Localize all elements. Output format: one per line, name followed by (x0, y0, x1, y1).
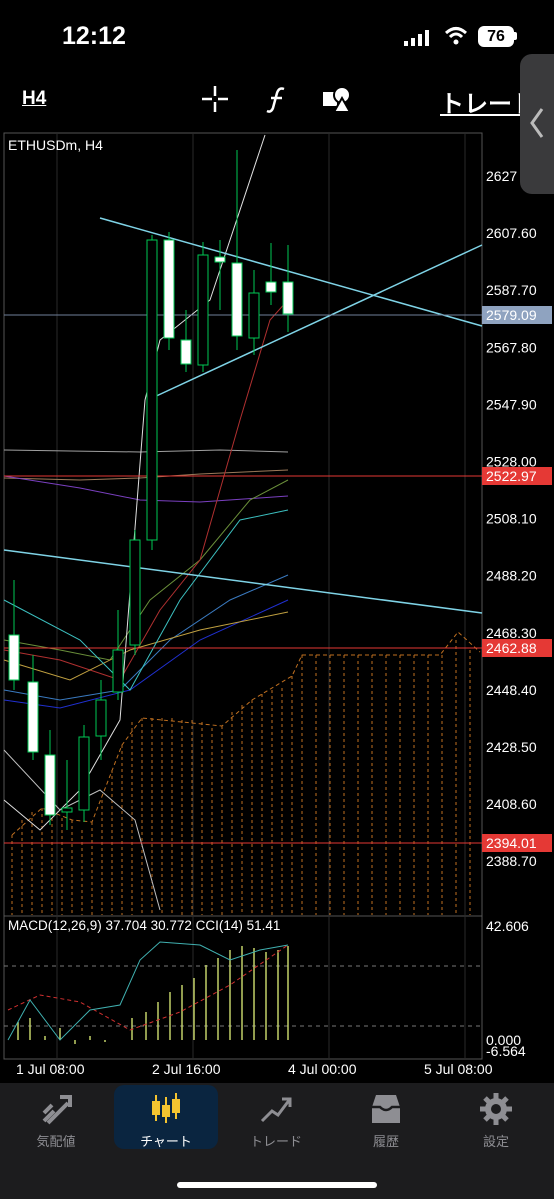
price-tick-label: 2468.30 (486, 625, 537, 641)
history-icon (372, 1095, 400, 1123)
price-tag-label: 2462.88 (486, 640, 537, 656)
price-tick-label: 2448.40 (486, 682, 537, 698)
price-tag-label: 2522.97 (486, 468, 537, 484)
candle-body (163, 239, 175, 339)
candle-body (129, 539, 141, 646)
price-tick-label: 2587.70 (486, 282, 537, 298)
price-tick-label: 2567.80 (486, 339, 537, 355)
price-tick-label: 2488.20 (486, 568, 537, 584)
shapes-icon[interactable] (320, 84, 354, 114)
macd-histogram (17, 946, 289, 1044)
candle-body (112, 649, 124, 693)
cloud-edge (11, 631, 481, 836)
indicator-tick-top: 42.606 (486, 918, 529, 934)
vertical-grid (56, 134, 466, 1058)
tab-quotes[interactable]: 気配値 (4, 1085, 108, 1149)
function-icon[interactable] (260, 84, 294, 114)
tab-chart-label: チャート (140, 1134, 192, 1149)
indicator-tick-bottom: -6.564 (486, 1043, 526, 1059)
timeframe-button[interactable]: H4 (22, 88, 47, 109)
price-tags: 2579.09 2522.97 2462.88 2394.01 (482, 306, 552, 852)
tab-history[interactable]: 履歴 (334, 1085, 438, 1149)
candlesticks (8, 150, 294, 830)
price-tick-label: 2388.70 (486, 853, 537, 869)
candle-body (61, 807, 73, 813)
price-chart[interactable]: ETHUSDm, H4 2627 2607.60 2587.70 2567.80 254… (0, 130, 554, 1080)
candle-body (146, 239, 158, 541)
macd-signal-line (7, 944, 289, 1031)
tab-chart[interactable]: チャート (114, 1085, 218, 1149)
candle-body (248, 292, 260, 339)
price-tick-label: 2607.60 (486, 225, 537, 241)
main-pane-frame (3, 132, 483, 917)
indicator-pane-frame (3, 915, 483, 1060)
candle-body (78, 736, 90, 811)
time-label-2: 4 Jul 00:00 (288, 1061, 357, 1077)
chevron-left-icon (530, 108, 544, 138)
candle-body (214, 256, 226, 263)
candles-icon (152, 1093, 180, 1123)
indicator-label: MACD(12,26,9) 37.704 30.772 CCI(14) 51.4… (8, 918, 280, 933)
price-tag-box (482, 306, 552, 324)
chart-canvas[interactable]: ETHUSDm, H4 2627 2607.60 2587.70 2567.80 254… (0, 130, 554, 1080)
wifi-icon (444, 27, 468, 45)
status-time: 12:12 (62, 22, 126, 50)
tab-settings[interactable]: 設定 (444, 1085, 548, 1149)
time-label-1: 2 Jul 16:00 (152, 1061, 221, 1077)
settings-icon (480, 1093, 512, 1125)
candle-body (8, 634, 20, 681)
price-tag-label: 2394.01 (486, 835, 537, 851)
tab-trade-label: トレード (249, 1134, 302, 1149)
tab-trade[interactable]: トレード (224, 1085, 328, 1149)
trade-icon (260, 1097, 292, 1123)
time-label-0: 1 Jul 08:00 (16, 1061, 85, 1077)
candle-body (231, 262, 243, 337)
quotes-icon (42, 1095, 72, 1125)
price-tag-box (482, 467, 552, 485)
crosshair-icon[interactable] (198, 84, 232, 114)
price-tick-label: 2508.10 (486, 511, 537, 527)
candle-body (180, 339, 192, 365)
tab-history-label: 履歴 (372, 1134, 399, 1149)
tab-bar (0, 1083, 554, 1199)
side-panel-tab[interactable] (520, 54, 554, 194)
status-bar: 12:12 76 (0, 0, 554, 75)
battery-indicator: 76 (478, 26, 514, 47)
price-tick-label: 2408.60 (486, 796, 537, 812)
candle-body (282, 281, 294, 315)
price-tick-label: 2627 (486, 168, 517, 184)
candle-body (44, 754, 56, 816)
tab-settings-label: 設定 (482, 1134, 509, 1149)
home-indicator (177, 1182, 377, 1188)
trendlines (3, 217, 483, 614)
cci-line (7, 941, 289, 1041)
symbol-label: ETHUSDm, H4 (8, 137, 103, 153)
cloud-hatch (11, 640, 471, 915)
price-tag-box (482, 834, 552, 852)
candle-body (27, 681, 39, 753)
price-axis: 26272607.602587.702567.802547.902528.002… (486, 168, 537, 869)
price-tag-label: 2579.09 (486, 307, 537, 323)
indicator-tick-zero: 0.000 (486, 1032, 521, 1048)
candle-body (265, 281, 277, 293)
price-tick-label: 2428.50 (486, 739, 537, 755)
price-tick-label: 2547.90 (486, 396, 537, 412)
tab-quotes-label: 気配値 (36, 1134, 76, 1149)
time-label-3: 5 Jul 08:00 (424, 1061, 493, 1077)
price-tag-box (482, 639, 552, 657)
candle-body (95, 699, 107, 737)
candle-body (197, 254, 209, 366)
price-tick-label: 2528.00 (486, 454, 537, 470)
cellular-signal-icon (404, 30, 429, 46)
battery-nub (514, 32, 517, 40)
level-lines (4, 314, 482, 844)
